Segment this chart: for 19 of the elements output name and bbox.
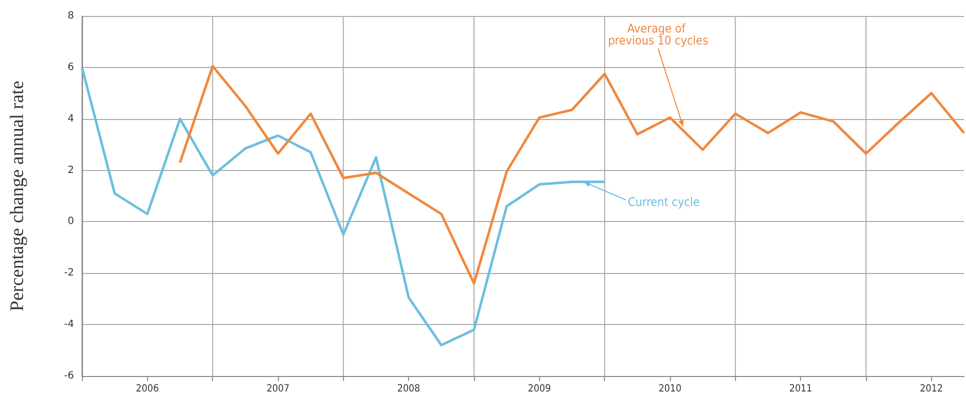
y-tick-label: -2 — [64, 268, 74, 279]
y-axis-title: Percentage change annual rate — [7, 80, 28, 312]
x-tick-label: 2009 — [528, 384, 552, 394]
annotation: Average of previous 10 cycles — [608, 22, 709, 48]
y-tick-label: -4 — [64, 319, 74, 330]
y-tick-label: -6 — [64, 370, 74, 382]
x-tick-label: 2006 — [136, 384, 160, 394]
line-series — [178, 64, 966, 285]
x-tick-label: 2007 — [266, 384, 290, 394]
y-tick-label: 4 — [68, 113, 74, 124]
x-tick-label: 2010 — [658, 384, 682, 394]
y-tick-label: 6 — [68, 62, 74, 73]
x-tick-label: 2008 — [397, 384, 420, 394]
x-tick-label: 2012 — [920, 384, 943, 394]
y-tick-label: 0 — [68, 216, 74, 228]
y-tick-label: 8 — [68, 10, 74, 22]
y-tick-label: 2 — [68, 164, 74, 176]
x-tick-label: 2011 — [789, 384, 812, 394]
annotation: Current cycle — [628, 194, 700, 209]
